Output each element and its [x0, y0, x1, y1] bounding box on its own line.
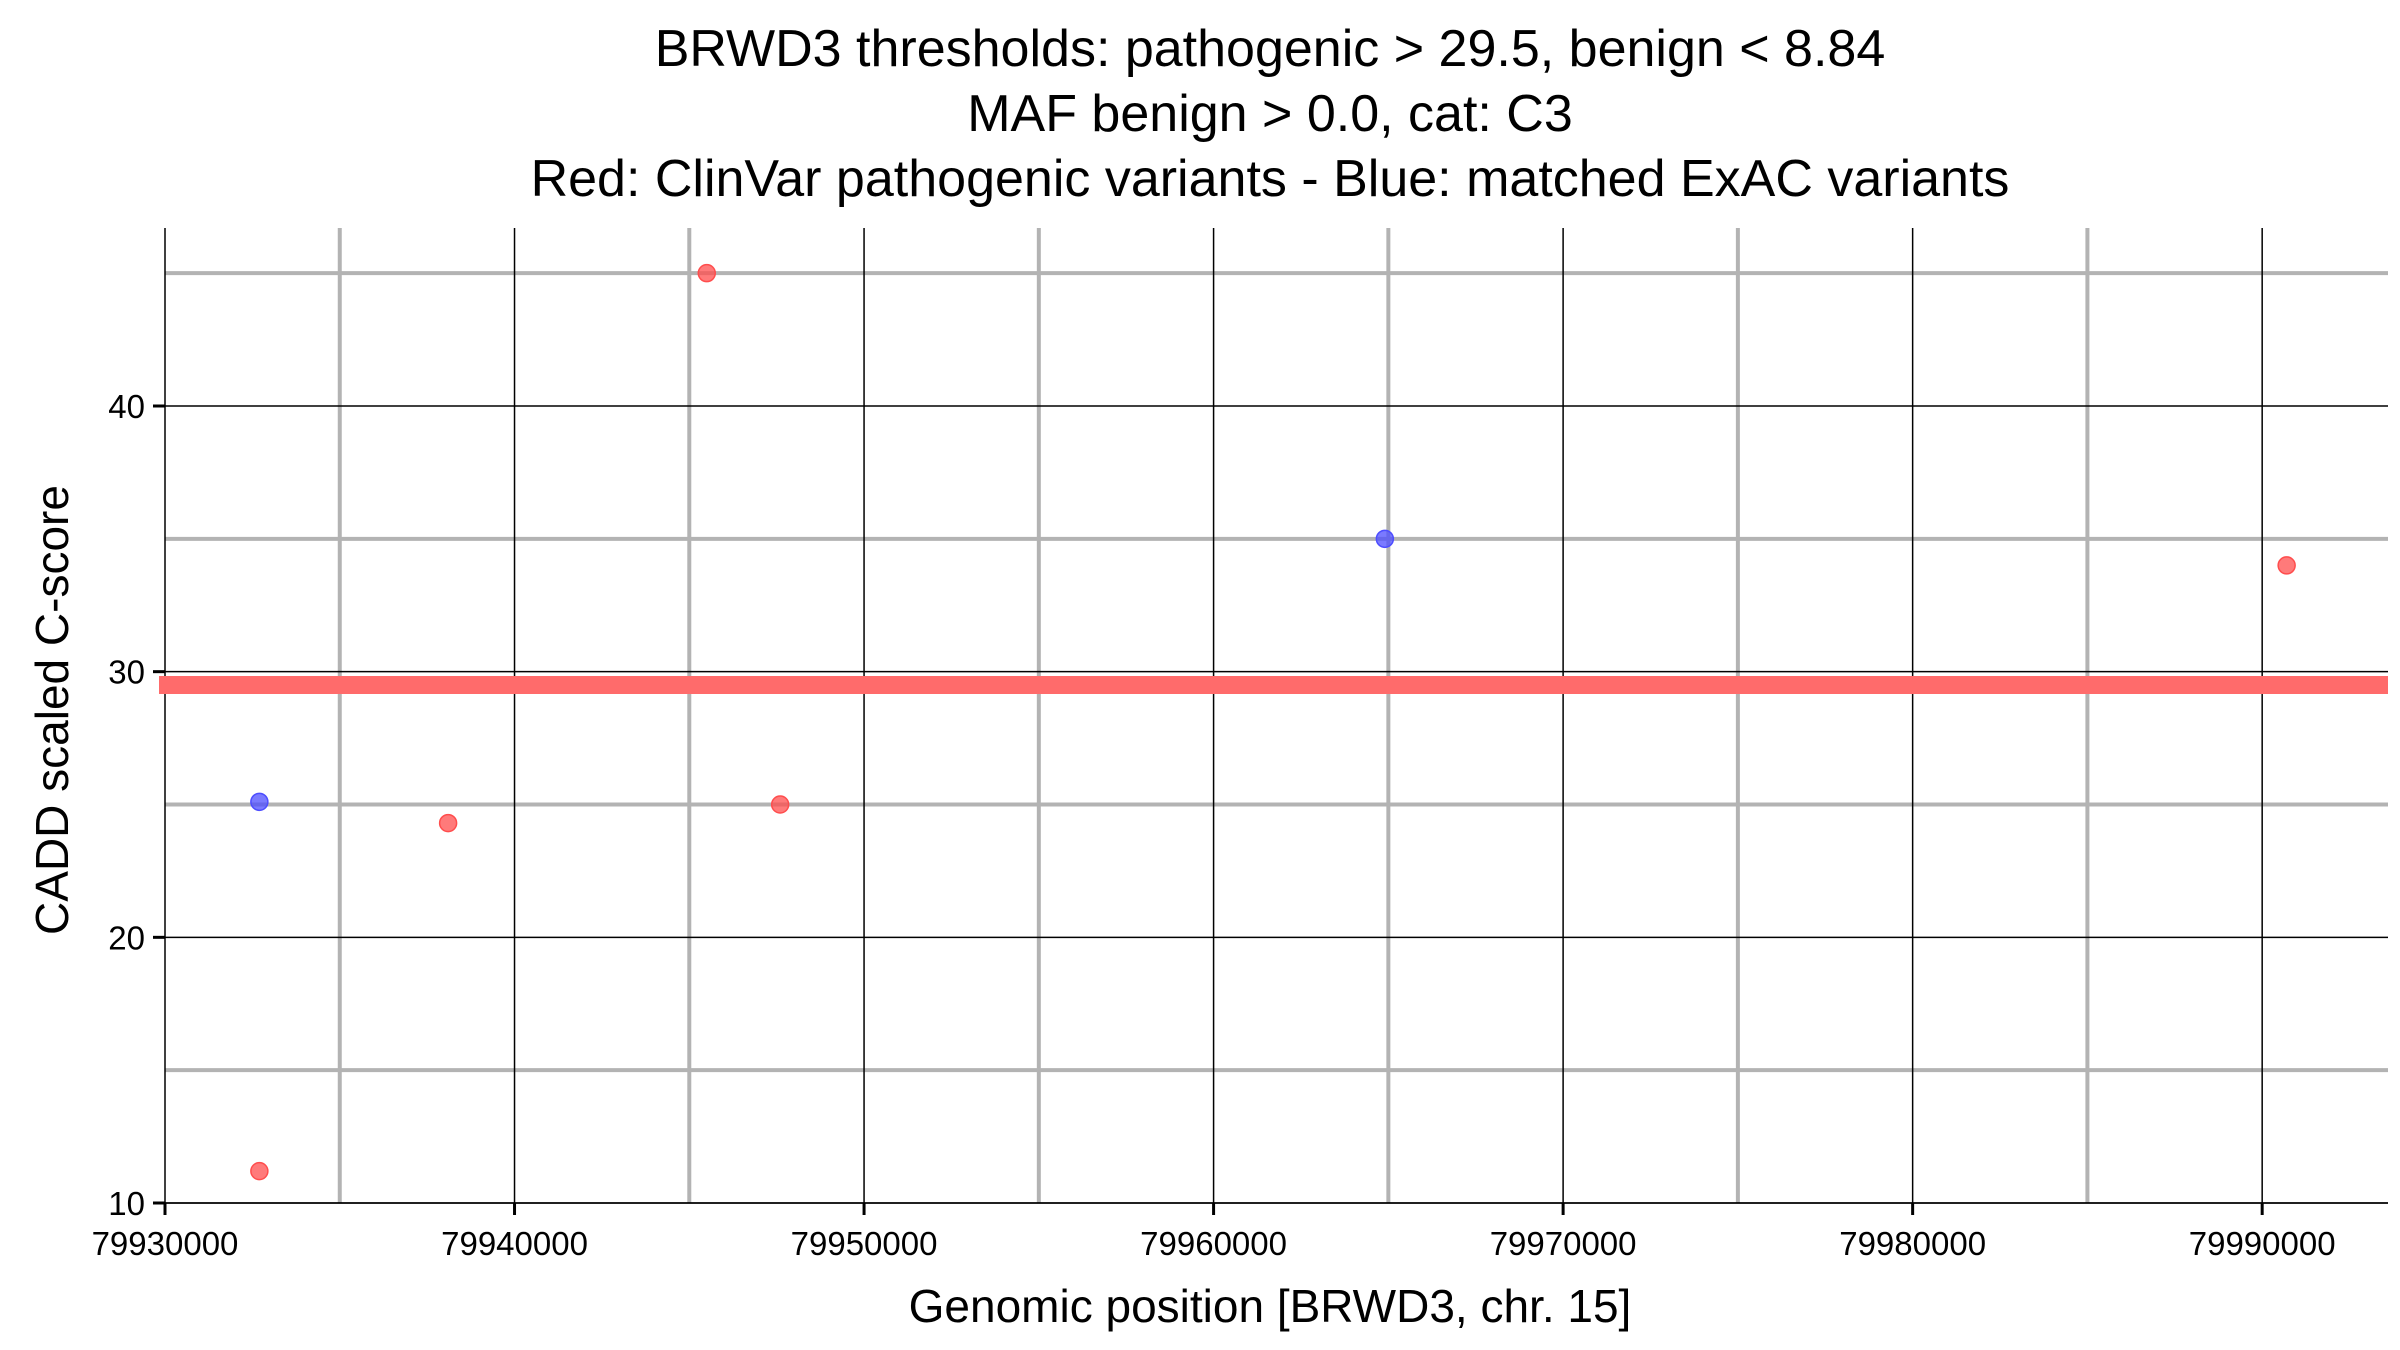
x-tick-label: 79970000	[1490, 1225, 1637, 1262]
x-axis-label: Genomic position [BRWD3, chr. 15]	[909, 1280, 1632, 1332]
y-axis-label: CADD scaled C-score	[26, 485, 78, 935]
axes	[153, 404, 2388, 1215]
title-line-2: MAF benign > 0.0, cat: C3	[967, 85, 1573, 143]
clinvar-pathogenic-point	[2277, 556, 2296, 575]
y-tick-label: 10	[108, 1185, 145, 1222]
x-tick-label: 79940000	[441, 1225, 588, 1262]
x-tick-label: 79990000	[2189, 1225, 2336, 1262]
major-gridlines	[164, 228, 2388, 1204]
clinvar-pathogenic-point	[438, 813, 458, 833]
x-tick-label: 79950000	[791, 1225, 938, 1262]
title-line-1: BRWD3 thresholds: pathogenic > 29.5, ben…	[655, 20, 1886, 78]
clinvar-pathogenic-point	[250, 1161, 269, 1181]
clinvar-pathogenic-point	[770, 795, 790, 814]
x-tick-label: 79930000	[92, 1225, 239, 1262]
exac-matched-point	[250, 792, 269, 812]
y-tick-label: 40	[108, 388, 145, 425]
title-line-3: Red: ClinVar pathogenic variants - Blue:…	[531, 150, 2010, 208]
clinvar-pathogenic-point	[697, 263, 717, 283]
y-tick-label: 30	[108, 654, 145, 691]
x-tick-label: 79980000	[1839, 1225, 1986, 1262]
chart-title: BRWD3 thresholds: pathogenic > 29.5, ben…	[531, 20, 2010, 208]
y-tick-labels: 10 20 30 40	[108, 388, 145, 1222]
x-tick-labels: 79930000 79940000 79950000 79960000 79970000…	[92, 1225, 2336, 1262]
y-tick-label: 20	[108, 919, 145, 956]
minor-gridlines	[165, 228, 2388, 1203]
exac-matched-point	[1375, 529, 1395, 549]
x-tick-label: 79960000	[1140, 1225, 1287, 1262]
data-points	[250, 263, 2296, 1181]
